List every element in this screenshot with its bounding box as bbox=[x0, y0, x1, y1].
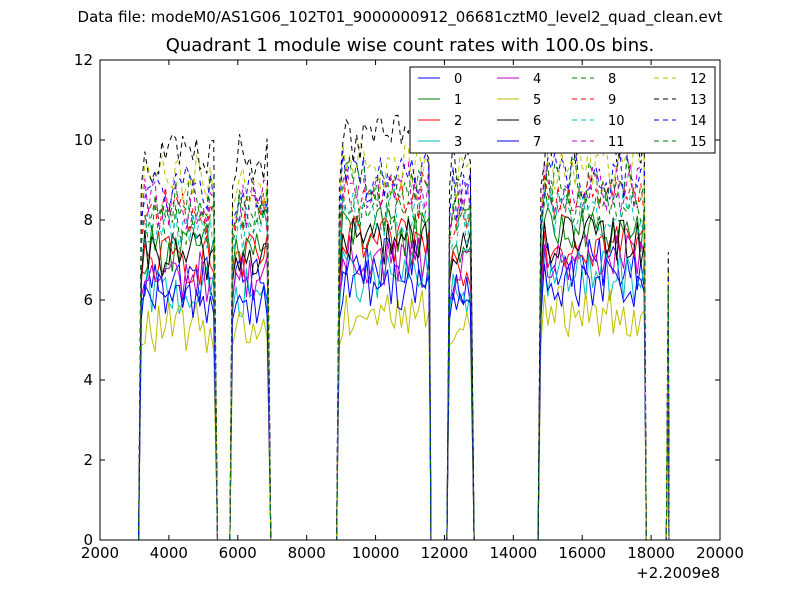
legend-label-12: 12 bbox=[690, 72, 707, 87]
series-line-11 bbox=[138, 161, 670, 541]
x-offset-label: +2.2009e8 bbox=[636, 564, 720, 582]
legend-box bbox=[409, 66, 716, 154]
x-tick-label: 16000 bbox=[558, 544, 606, 562]
x-tick-label: 2000 bbox=[81, 544, 119, 562]
figure-suptitle: Data file: modeM0/AS1G06_102T01_90000009… bbox=[77, 8, 723, 26]
series-line-6 bbox=[138, 215, 670, 541]
series-layer bbox=[138, 114, 670, 541]
series-line-10 bbox=[138, 187, 670, 541]
series-line-8 bbox=[138, 178, 670, 541]
y-tick-label: 12 bbox=[74, 51, 93, 69]
chart-title: Quadrant 1 module wise count rates with … bbox=[165, 35, 655, 56]
y-tick-label: 2 bbox=[83, 451, 93, 469]
legend-label-11: 11 bbox=[608, 135, 625, 150]
y-tick-label: 0 bbox=[83, 531, 93, 549]
x-tick-label: 4000 bbox=[150, 544, 188, 562]
series-line-13 bbox=[138, 114, 670, 541]
x-tick-label: 10000 bbox=[352, 544, 400, 562]
legend-label-13: 13 bbox=[690, 93, 707, 108]
legend-label-10: 10 bbox=[608, 114, 625, 129]
series-line-5 bbox=[138, 285, 670, 541]
series-line-14 bbox=[138, 148, 670, 541]
x-tick-label: 6000 bbox=[219, 544, 257, 562]
series-line-7 bbox=[138, 257, 670, 541]
legend-label-2: 2 bbox=[454, 114, 462, 129]
legend-label-7: 7 bbox=[533, 135, 541, 150]
series-line-15 bbox=[138, 157, 670, 541]
legend-label-14: 14 bbox=[690, 114, 707, 129]
legend-label-3: 3 bbox=[454, 135, 462, 150]
y-tick-label: 4 bbox=[83, 371, 93, 389]
legend-label-5: 5 bbox=[533, 93, 541, 108]
series-line-12 bbox=[138, 140, 670, 541]
series-line-2 bbox=[138, 217, 670, 541]
legend-label-15: 15 bbox=[690, 135, 707, 150]
y-tick-label: 8 bbox=[83, 211, 93, 229]
y-tick-label: 6 bbox=[83, 291, 93, 309]
x-tick-label: 8000 bbox=[288, 544, 326, 562]
legend-label-0: 0 bbox=[454, 72, 462, 87]
x-tick-label: 12000 bbox=[421, 544, 469, 562]
axis-ticks: 2000 4000 6000 8000 10000 12000 14000 16000 1800… bbox=[74, 51, 744, 562]
series-line-9 bbox=[138, 172, 670, 541]
x-tick-label: 18000 bbox=[627, 544, 675, 562]
legend-label-8: 8 bbox=[608, 72, 616, 87]
x-tick-label: 20000 bbox=[696, 544, 744, 562]
legend-label-6: 6 bbox=[533, 114, 541, 129]
series-line-4 bbox=[138, 234, 670, 541]
x-tick-label: 14000 bbox=[489, 544, 537, 562]
legend-label-1: 1 bbox=[454, 93, 462, 108]
legend-label-9: 9 bbox=[608, 93, 616, 108]
y-tick-label: 10 bbox=[74, 131, 93, 149]
legend-label-4: 4 bbox=[533, 72, 541, 87]
